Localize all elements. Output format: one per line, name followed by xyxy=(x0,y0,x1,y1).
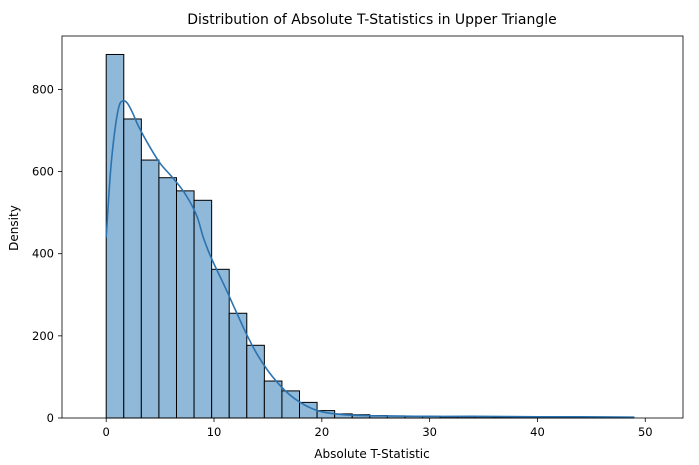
x-tick-label: 50 xyxy=(638,425,653,439)
kde-line xyxy=(105,100,635,418)
x-tick-label: 0 xyxy=(103,425,110,439)
y-tick-label: 800 xyxy=(32,82,54,96)
y-tick-label: 600 xyxy=(32,165,54,179)
x-axis-label: Absolute T-Statistic xyxy=(314,447,429,461)
y-axis-label: Density xyxy=(7,205,21,251)
histogram-bar xyxy=(123,118,142,419)
y-tick-label: 200 xyxy=(32,329,54,343)
histogram-bar xyxy=(246,344,265,419)
y-tick-label: 0 xyxy=(47,411,54,425)
histogram-bar xyxy=(158,177,177,419)
plot-frame xyxy=(61,35,684,419)
histogram-bar xyxy=(140,159,160,419)
histogram-bar xyxy=(105,53,125,419)
chart-title: Distribution of Absolute T-Statistics in… xyxy=(187,12,557,28)
x-tick-label: 30 xyxy=(422,425,437,439)
histogram-bar xyxy=(263,380,283,419)
x-tick-label: 10 xyxy=(207,425,222,439)
x-tick-label: 40 xyxy=(530,425,545,439)
histogram-bar xyxy=(193,199,213,419)
x-tick-label: 20 xyxy=(315,425,330,439)
y-tick-label: 400 xyxy=(32,247,54,261)
y-axis: 0 200 400 600 800 xyxy=(32,82,62,425)
histogram-bar xyxy=(175,190,195,419)
plot-area xyxy=(105,53,635,419)
x-axis: 0 10 20 30 40 50 xyxy=(103,418,653,439)
